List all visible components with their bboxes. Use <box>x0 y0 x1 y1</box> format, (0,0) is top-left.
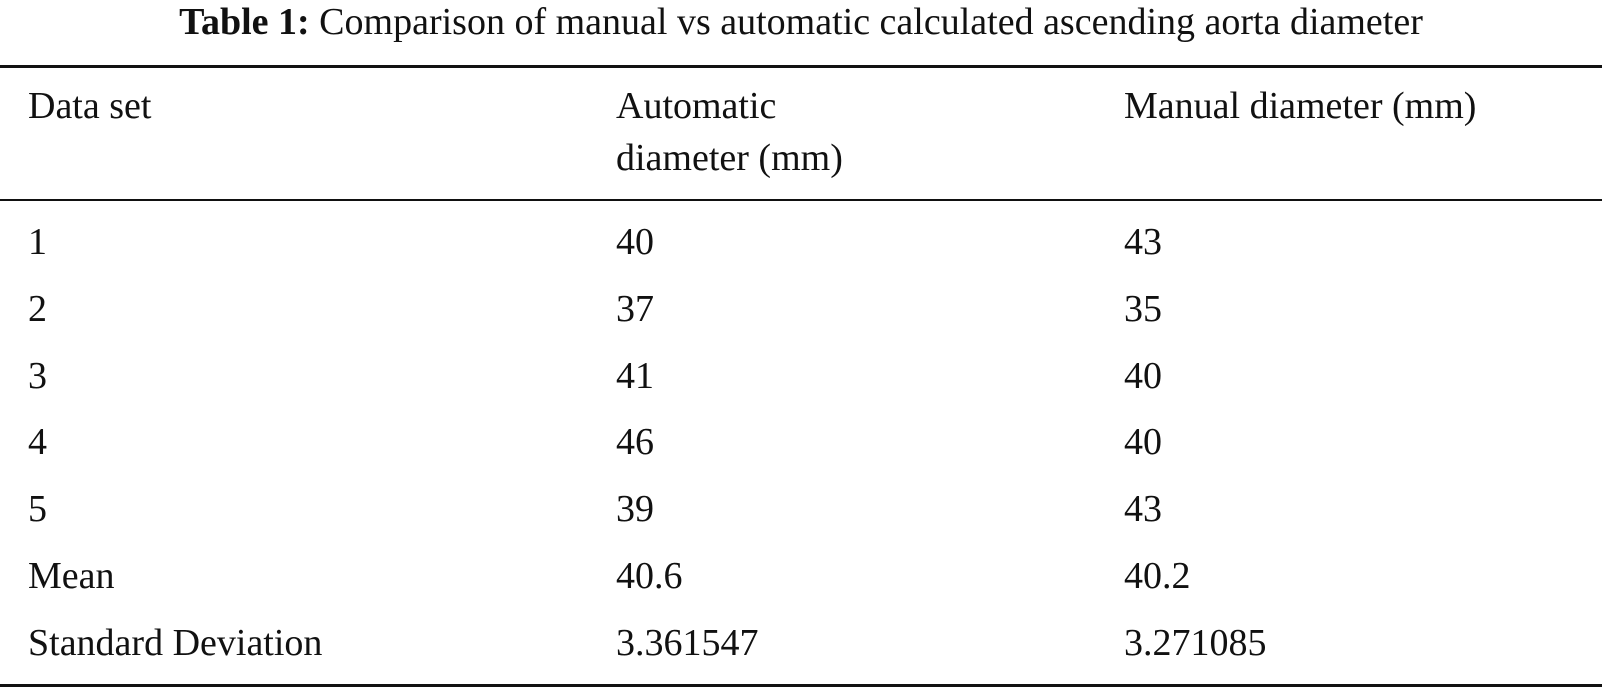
cell-automatic: 39 <box>616 488 654 530</box>
cell-data-set: 5 <box>28 488 47 530</box>
table-caption: Table 1: Comparison of manual vs automat… <box>0 0 1602 56</box>
table-caption-text: Comparison of manual vs automatic calcul… <box>319 1 1423 43</box>
table-caption-label: Table 1: <box>179 1 310 43</box>
table-bottom-rule <box>0 684 1602 687</box>
cell-automatic: 46 <box>616 421 654 463</box>
cell-automatic: 40.6 <box>616 555 683 597</box>
cell-automatic: 41 <box>616 355 654 397</box>
cell-data-set: 4 <box>28 421 47 463</box>
cell-manual: 35 <box>1124 288 1162 330</box>
cell-data-set: 3 <box>28 355 47 397</box>
cell-data-set: Standard Deviation <box>28 622 323 664</box>
cell-manual: 3.271085 <box>1124 622 1267 664</box>
cell-manual: 40 <box>1124 355 1162 397</box>
cell-automatic: 37 <box>616 288 654 330</box>
cell-automatic: 40 <box>616 221 654 263</box>
cell-automatic: 3.361547 <box>616 622 759 664</box>
cell-data-set: Mean <box>28 555 115 597</box>
cell-manual: 43 <box>1124 221 1162 263</box>
table-top-rule <box>0 65 1602 68</box>
cell-data-set: 2 <box>28 288 47 330</box>
header-data-set: Data set <box>28 85 152 127</box>
cell-manual: 43 <box>1124 488 1162 530</box>
cell-data-set: 1 <box>28 221 47 263</box>
cell-manual: 40.2 <box>1124 555 1191 597</box>
header-automatic-diameter: Automatic diameter (mm) <box>616 80 916 184</box>
cell-manual: 40 <box>1124 421 1162 463</box>
table-header-rule <box>0 199 1602 201</box>
header-automatic-diameter-text: Automatic diameter (mm) <box>616 85 843 179</box>
header-manual-diameter: Manual diameter (mm) <box>1124 85 1477 127</box>
